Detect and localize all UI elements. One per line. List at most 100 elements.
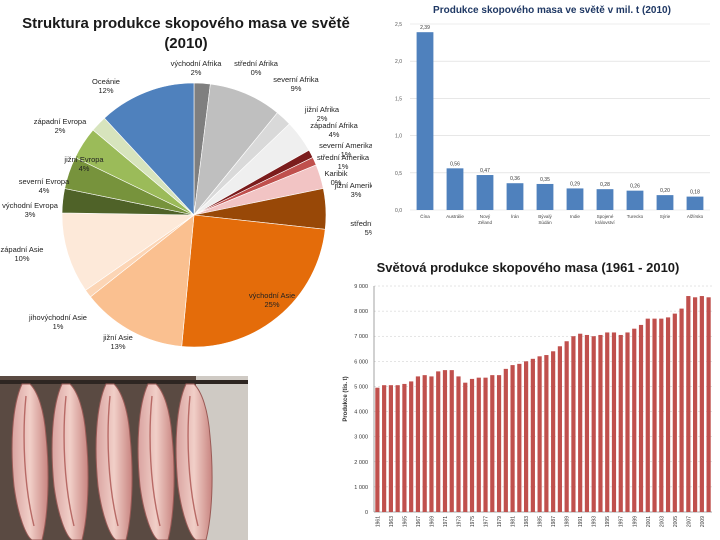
pie-slice-name: západní Evropa <box>34 117 87 126</box>
col-bar <box>476 377 481 512</box>
col-bar <box>605 332 610 512</box>
pie-title-line2: (2010) <box>164 35 208 52</box>
col-bar <box>706 297 711 512</box>
bar-category-label: Alžírsko <box>687 214 704 219</box>
bar <box>446 168 464 210</box>
col-xtick-label: 1967 <box>416 516 422 527</box>
col-xtick-label: 1997 <box>619 516 625 527</box>
bar-value-label: 0,18 <box>690 190 700 196</box>
col-xtick-label: 1965 <box>402 516 408 527</box>
pie-slice-name: jižní Asie <box>102 333 133 342</box>
world-production-chart-panel: Světová produkce skopového masa (1961 - … <box>336 254 720 540</box>
col-bar <box>429 376 434 512</box>
pie-slice-name: střední Asie <box>350 219 372 228</box>
col-bar <box>503 368 508 512</box>
bar <box>686 196 704 210</box>
pie-chart-panel: Struktura produkce skopového masa ve svě… <box>0 0 372 372</box>
pie-slice-percent: 0% <box>251 68 262 77</box>
pie-slice-percent: 9% <box>291 84 302 93</box>
bar-value-label: 0,35 <box>540 177 550 183</box>
pie-slice-percent: 1% <box>338 162 349 171</box>
bar-value-label: 0,47 <box>480 168 490 174</box>
col-xtick-label: 1963 <box>389 516 395 527</box>
bar <box>566 188 584 210</box>
col-bar <box>659 318 664 512</box>
bar <box>656 195 674 210</box>
col-bar <box>436 371 441 512</box>
country-bar-chart-panel: Produkce skopového masa ve světě v mil. … <box>384 0 720 232</box>
bar <box>596 189 614 210</box>
carcass-shape <box>175 383 213 540</box>
pie-slice <box>61 212 195 291</box>
country-bar-chart: 0,0 0,5 1,0 1,5 2,0 2,5 2,39 Čína 0,56 Austrálie 0… <box>395 22 710 225</box>
col-ytick-label: 8 000 <box>354 309 368 315</box>
bar-category-label: Spojené <box>597 214 614 219</box>
bar-category-label: Írán <box>511 213 519 219</box>
pie-slice-percent: 2% <box>55 126 66 135</box>
col-bar <box>524 361 529 512</box>
pie-slice-name: severní Afrika <box>273 75 319 84</box>
col-bar <box>483 377 488 512</box>
bar-value-label: 2,39 <box>420 25 430 31</box>
bar-category-label: Súdán <box>538 220 552 225</box>
col-bar <box>591 336 596 512</box>
world-production-chart-title: Světová produkce skopového masa (1961 - … <box>376 260 680 275</box>
pie-slice-name: Oceánie <box>92 77 120 86</box>
bar-category-label: království <box>595 220 615 225</box>
col-xtick-label: 1981 <box>511 516 517 527</box>
bar <box>506 183 524 210</box>
bar-category-label: Zéland <box>478 220 492 225</box>
col-xtick-label: 2003 <box>659 516 665 527</box>
col-xtick-label: 1969 <box>429 516 435 527</box>
carcass-shape <box>11 383 49 540</box>
col-bar <box>469 378 475 512</box>
bar <box>536 183 554 210</box>
bar-value-label: 0,20 <box>660 188 670 194</box>
col-bar <box>449 370 454 512</box>
bar-value-label: 0,28 <box>600 182 610 188</box>
pie-slice-percent: 3% <box>351 190 362 199</box>
col-ytick-label: 7 000 <box>354 334 368 340</box>
pie-slice-name: jižní Afrika <box>304 105 340 114</box>
pie-slice-name: Karibik <box>325 169 348 178</box>
col-bar <box>584 334 590 512</box>
col-bar <box>510 365 515 512</box>
col-bar <box>463 382 468 512</box>
col-ytick-label: 2 000 <box>354 460 368 466</box>
world-production-chart: 0 1 000 2 000 3 000 4 000 5 000 6 000 7 000 8 00… <box>343 284 712 527</box>
col-bar <box>686 296 691 512</box>
bar-ytick-label: 2,0 <box>395 59 402 65</box>
col-xtick-label: 1989 <box>565 516 571 527</box>
carcass-detail <box>187 395 199 527</box>
col-ylabel: Produkce (tis. t) <box>343 376 349 421</box>
col-bar <box>382 385 387 512</box>
pie-title-line1: Struktura produkce skopového masa ve svě… <box>22 15 350 32</box>
col-bar <box>699 296 704 512</box>
col-ytick-label: 4 000 <box>354 410 368 416</box>
bar-category-label: Nový <box>480 214 491 219</box>
col-bar <box>693 297 698 512</box>
col-xtick-label: 2005 <box>673 516 679 527</box>
bar-value-label: 0,29 <box>570 181 580 187</box>
col-xtick-label: 2009 <box>700 516 706 527</box>
col-bar <box>625 332 630 512</box>
col-xtick-label: 1993 <box>592 516 598 527</box>
col-bar <box>490 375 495 512</box>
col-xtick-label: 1979 <box>497 516 503 527</box>
col-bar <box>557 346 562 512</box>
pie-slice <box>181 214 326 348</box>
pie-slice-name: východní Afrika <box>171 59 223 68</box>
pie-slice-name: jižní Evropa <box>63 155 104 164</box>
col-bar <box>409 381 414 512</box>
col-bar <box>388 385 393 512</box>
col-bar <box>537 356 542 512</box>
bar-chart-title: Produkce skopového masa ve světě v mil. … <box>433 5 671 16</box>
col-ytick-label: 3 000 <box>354 435 368 441</box>
col-bar <box>422 375 427 512</box>
pie-slice-name: východní Asie <box>249 291 295 300</box>
bar-value-label: 0,26 <box>630 184 640 190</box>
col-bar <box>652 318 657 512</box>
col-bar <box>496 375 502 512</box>
pie-slice-name: střední Afrika <box>234 59 279 68</box>
col-xtick-label: 2001 <box>646 516 652 527</box>
